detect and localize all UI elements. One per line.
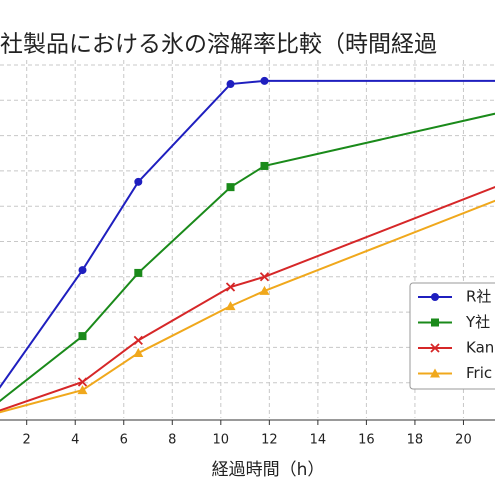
marker xyxy=(260,161,269,170)
x-tick-label: 4 xyxy=(71,433,79,448)
legend-marker xyxy=(431,293,439,301)
marker xyxy=(134,177,143,186)
x-tick-label: 10 xyxy=(213,433,230,448)
x-tick-label: 16 xyxy=(358,433,375,448)
legend-label: Fric xyxy=(466,364,492,382)
legend-marker xyxy=(430,368,440,378)
legend-box xyxy=(409,282,495,390)
x-tick-label: 14 xyxy=(310,433,327,448)
marker xyxy=(225,301,236,311)
legend-label: Kan xyxy=(466,339,494,357)
x-tick-label: 8 xyxy=(168,433,176,448)
marker xyxy=(225,282,236,292)
line xyxy=(0,199,495,414)
marker xyxy=(259,285,270,295)
marker xyxy=(77,385,88,395)
legend-label: Y社 xyxy=(465,313,490,331)
x-tick-label: 12 xyxy=(261,433,278,448)
marker xyxy=(78,332,87,341)
marker xyxy=(259,272,270,282)
legend-marker xyxy=(431,318,439,327)
x-tick-label: 20 xyxy=(455,433,472,448)
x-axis-label: 経過時間（h） xyxy=(212,460,325,480)
legend-marker xyxy=(430,343,440,353)
line xyxy=(0,79,495,389)
marker xyxy=(260,76,269,85)
marker xyxy=(226,183,235,192)
marker xyxy=(133,348,144,358)
line xyxy=(0,185,495,412)
x-tick-label: 18 xyxy=(407,433,424,448)
x-tick-label: 6 xyxy=(120,433,128,448)
legend-label: R社 xyxy=(466,288,491,306)
marker xyxy=(78,266,87,275)
legend: R社 Y社 Kan Fric xyxy=(409,282,495,390)
marker xyxy=(133,335,143,345)
line xyxy=(0,112,495,403)
marker xyxy=(134,268,143,277)
x-tick-label: 2 xyxy=(23,433,31,448)
marker xyxy=(226,80,235,89)
chart-title: 社製品における氷の溶解率比較（時間経過 xyxy=(0,32,437,58)
marker xyxy=(77,377,88,387)
